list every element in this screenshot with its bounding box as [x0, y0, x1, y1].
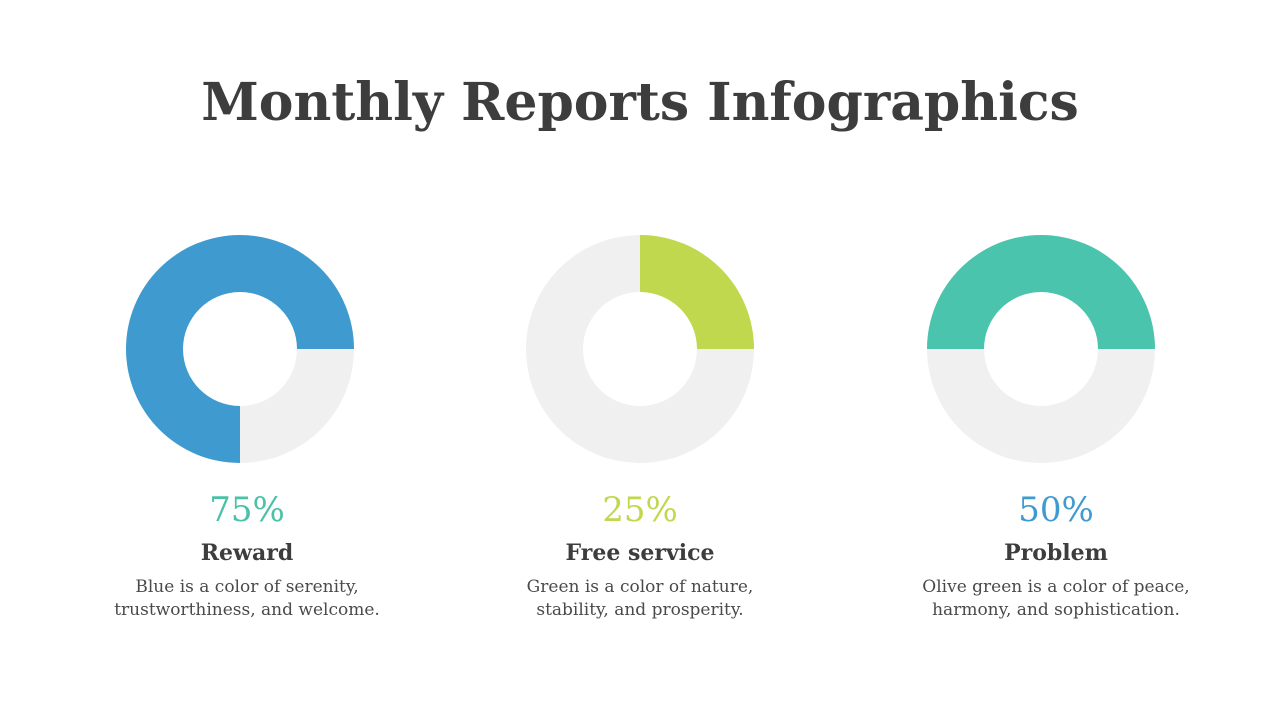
percent-value-problem: 50% [1018, 490, 1094, 530]
label-free-service: Free service [565, 540, 715, 566]
page-title: Monthly Reports Infographics [201, 72, 1079, 133]
description-problem: Olive green is a color of peace, harmony… [922, 577, 1190, 620]
description-reward: Blue is a color of serenity, trustworthi… [114, 577, 380, 620]
label-problem: Problem [1004, 540, 1108, 566]
donut-chart-free-service [526, 235, 754, 463]
label-reward: Reward [200, 540, 294, 566]
donut-chart-problem [927, 235, 1155, 463]
donut-segment-free-service [640, 235, 754, 349]
donut-segment-reward [126, 235, 354, 463]
percent-value-free-service: 25% [602, 490, 678, 530]
description-free-service: Green is a color of nature, stability, a… [526, 577, 754, 620]
donut-chart-reward [126, 235, 354, 463]
donut-segment-problem [927, 235, 1155, 349]
percent-value-reward: 75% [209, 490, 285, 530]
